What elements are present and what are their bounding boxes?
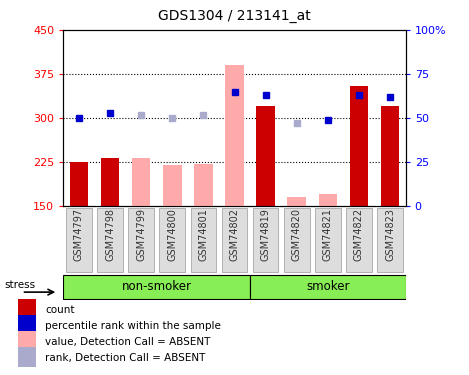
Bar [350,86,368,206]
Bar [225,65,244,206]
Text: rank, Detection Call = ABSENT: rank, Detection Call = ABSENT [45,353,206,363]
FancyBboxPatch shape [66,208,91,272]
Text: GSM74798: GSM74798 [105,208,115,261]
FancyBboxPatch shape [222,208,247,272]
Text: GSM74801: GSM74801 [198,208,208,261]
FancyBboxPatch shape [378,208,403,272]
Text: percentile rank within the sample: percentile rank within the sample [45,321,221,331]
Text: GSM74822: GSM74822 [354,208,364,261]
FancyBboxPatch shape [250,275,406,298]
FancyBboxPatch shape [190,208,216,272]
Bar [18,331,37,351]
Bar [287,197,306,206]
Text: GSM74823: GSM74823 [385,208,395,261]
Text: GSM74800: GSM74800 [167,208,177,261]
Bar [132,158,151,206]
Text: GSM74819: GSM74819 [261,208,271,261]
FancyBboxPatch shape [346,208,372,272]
Text: value, Detection Call = ABSENT: value, Detection Call = ABSENT [45,337,211,347]
FancyBboxPatch shape [159,208,185,272]
Bar [69,162,88,206]
FancyBboxPatch shape [97,208,123,272]
Bar [163,165,182,206]
Bar [194,164,213,206]
Bar [381,106,400,206]
FancyBboxPatch shape [284,208,310,272]
FancyBboxPatch shape [253,208,279,272]
Text: GSM74797: GSM74797 [74,208,84,261]
Text: GSM74821: GSM74821 [323,208,333,261]
Bar [18,347,37,367]
Bar [318,195,337,206]
Bar [256,106,275,206]
Text: GSM74820: GSM74820 [292,208,302,261]
Bar [18,315,37,335]
Bar [101,158,119,206]
FancyBboxPatch shape [63,275,250,298]
Text: stress: stress [5,280,36,290]
Text: non-smoker: non-smoker [121,280,192,293]
Text: count: count [45,305,75,315]
FancyBboxPatch shape [129,208,154,272]
FancyBboxPatch shape [315,208,340,272]
Text: GSM74802: GSM74802 [229,208,240,261]
Bar [18,299,37,319]
Text: GDS1304 / 213141_at: GDS1304 / 213141_at [158,9,311,23]
Text: smoker: smoker [306,280,349,293]
Text: GSM74799: GSM74799 [136,208,146,261]
